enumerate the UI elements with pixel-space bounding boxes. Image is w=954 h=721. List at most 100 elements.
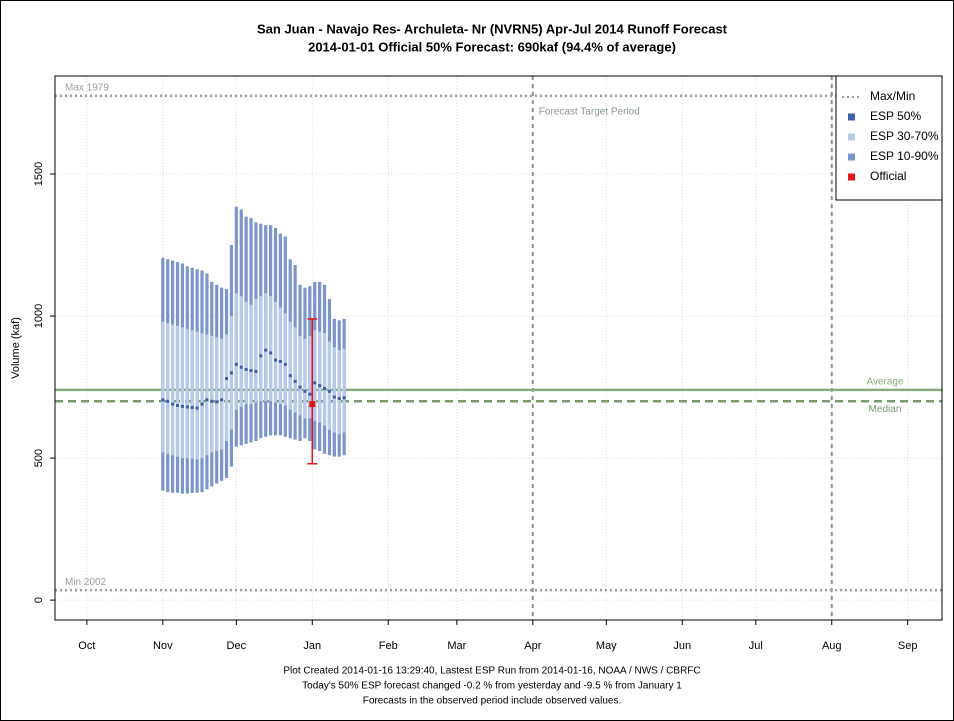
esp-range-bar <box>318 331 322 423</box>
esp-range-bar <box>239 296 243 407</box>
esp-median-dot <box>180 404 184 408</box>
esp-median-dot <box>185 405 189 409</box>
esp-range-bar <box>185 328 189 459</box>
esp-range-bar <box>298 335 302 416</box>
esp-range-bar <box>180 327 185 459</box>
esp-range-bar <box>313 330 317 422</box>
esp-median-dot <box>259 354 263 358</box>
esp-range-bar <box>303 338 307 419</box>
x-tick-label: Dec <box>227 640 247 652</box>
esp-median-dot <box>200 402 204 406</box>
reference-label: Min 2002 <box>65 577 107 588</box>
esp-median-dot <box>264 348 268 352</box>
x-tick-label: Jul <box>749 640 763 652</box>
esp-median-dot <box>210 399 214 403</box>
esp-range-bar <box>224 334 229 442</box>
chart-subtitle: 2014-01-01 Official 50% Forecast: 690kaf… <box>308 39 676 54</box>
x-tick-label: Sep <box>898 640 918 652</box>
reference-label: Average <box>866 377 904 388</box>
esp-median-dot <box>195 406 199 410</box>
esp-median-dot <box>298 385 302 389</box>
esp-median-dot <box>332 395 336 399</box>
esp-median-dot <box>190 406 194 410</box>
esp-median-dot <box>283 362 287 366</box>
esp-range-bar <box>283 313 287 406</box>
x-tick-label: Apr <box>524 640 541 652</box>
plot-frame <box>54 75 943 621</box>
esp-range-bar <box>342 348 346 433</box>
esp-median-dot <box>269 351 273 355</box>
esp-median-dot <box>254 369 258 373</box>
esp-median-dot <box>318 384 322 388</box>
reference-label: Median <box>869 404 902 415</box>
esp-median-dot <box>220 398 224 402</box>
esp-range-bar <box>269 296 273 402</box>
esp-range-bar <box>220 338 224 450</box>
esp-median-dot <box>278 359 282 363</box>
esp-range-bar <box>249 304 253 405</box>
esp-range-bar <box>337 350 341 434</box>
esp-median-dot <box>274 358 278 362</box>
legend-label: ESP 10-90% <box>870 149 939 163</box>
esp-median-dot <box>313 381 317 385</box>
esp-range-bar <box>175 325 180 457</box>
esp-range-bar <box>190 330 194 459</box>
legend-swatch <box>848 113 855 121</box>
esp-median-dot <box>308 392 312 396</box>
esp-range-bar <box>288 321 292 410</box>
y-tick-label: 1000 <box>33 304 45 328</box>
esp-median-dot <box>215 400 219 404</box>
reference-label: Max 1979 <box>65 83 109 94</box>
esp-median-dot <box>234 362 238 366</box>
legend-label: Max/Min <box>870 89 915 103</box>
esp-range-bar <box>215 337 219 451</box>
footnote: Forecasts in the observed period include… <box>363 696 621 707</box>
esp-range-bar <box>332 347 336 433</box>
x-tick-label: Jun <box>673 640 691 652</box>
x-tick-label: May <box>596 640 617 652</box>
x-tick-label: Nov <box>153 640 173 652</box>
y-axis-label: Volume (kaf) <box>10 317 22 379</box>
x-tick-label: Jan <box>303 640 321 652</box>
esp-median-dot <box>249 369 253 373</box>
esp-range-bar <box>327 341 332 430</box>
legend-swatch <box>848 133 855 141</box>
esp-range-bar <box>210 335 214 453</box>
esp-range-bar <box>234 293 238 410</box>
esp-median-dot <box>176 404 180 408</box>
esp-median-dot <box>239 365 243 369</box>
esp-range-bar <box>195 331 199 460</box>
esp-range-bar <box>259 296 263 402</box>
esp-range-bar <box>254 298 258 403</box>
chart-title: San Juan - Navajo Res- Archuleta- Nr (NV… <box>257 21 728 36</box>
esp-range-bar <box>308 335 312 419</box>
esp-range-bar <box>205 334 209 456</box>
esp-median-dot <box>244 367 248 371</box>
esp-range-bar <box>171 324 175 456</box>
esp-median-dot <box>161 398 165 402</box>
esp-range-bar <box>322 333 327 426</box>
esp-median-dot <box>166 399 170 403</box>
x-tick-label: Aug <box>822 640 842 652</box>
esp-range-bar <box>264 293 268 402</box>
legend-label: ESP 50% <box>870 109 921 123</box>
esp-range-bar <box>166 323 170 454</box>
footnote: Today's 50% ESP forecast changed -0.2 % … <box>302 681 682 692</box>
esp-median-dot <box>337 396 341 400</box>
esp-median-dot <box>293 379 297 383</box>
legend-swatch <box>848 153 855 161</box>
esp-median-dot <box>342 396 346 400</box>
y-tick-label: 1500 <box>33 162 45 186</box>
footnote: Plot Created 2014-01-16 13:29:40, Lastes… <box>283 666 700 677</box>
esp-median-dot <box>303 389 307 393</box>
target-period-label: Forecast Target Period <box>539 107 640 118</box>
x-tick-label: Oct <box>78 640 95 652</box>
esp-range-bar <box>293 327 297 413</box>
y-tick-label: 0 <box>33 597 45 603</box>
esp-median-dot <box>205 398 209 402</box>
esp-range-bar <box>273 301 278 403</box>
x-tick-label: Feb <box>379 640 398 652</box>
esp-range-bar <box>161 321 165 453</box>
